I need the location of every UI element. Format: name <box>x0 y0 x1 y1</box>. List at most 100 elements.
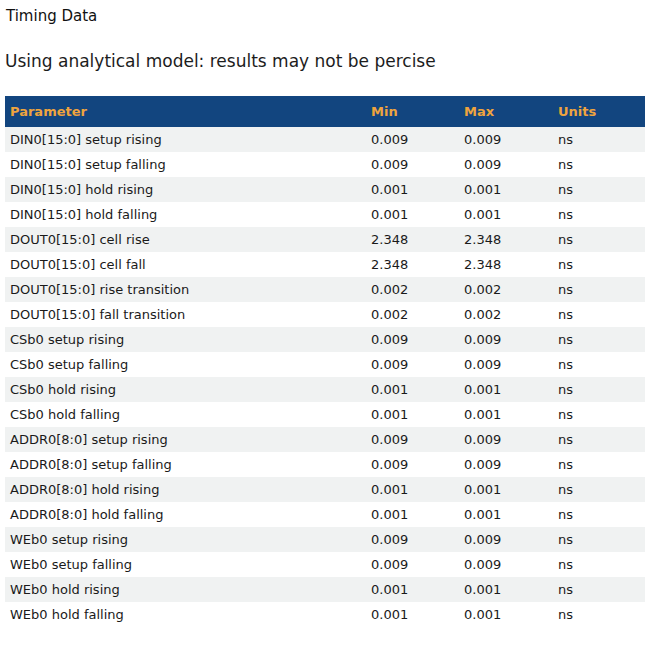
min-cell: 0.001 <box>366 402 459 427</box>
table-row: WEb0 hold falling0.0010.001ns <box>5 602 645 627</box>
units-cell: ns <box>553 252 645 277</box>
units-cell: ns <box>553 377 645 402</box>
page-title: Timing Data <box>6 8 645 24</box>
min-cell: 0.009 <box>366 127 459 152</box>
min-cell: 0.009 <box>366 352 459 377</box>
parameter-cell: ADDR0[8:0] setup falling <box>5 452 366 477</box>
table-row: ADDR0[8:0] setup rising0.0090.009ns <box>5 427 645 452</box>
min-cell: 0.009 <box>366 427 459 452</box>
max-cell: 0.009 <box>459 127 553 152</box>
min-cell: 2.348 <box>366 227 459 252</box>
units-cell: ns <box>553 577 645 602</box>
units-cell: ns <box>553 602 645 627</box>
units-cell: ns <box>553 502 645 527</box>
max-cell: 2.348 <box>459 252 553 277</box>
max-cell: 0.002 <box>459 302 553 327</box>
min-cell: 0.002 <box>366 302 459 327</box>
parameter-cell: WEb0 setup rising <box>5 527 366 552</box>
table-row: ADDR0[8:0] setup falling0.0090.009ns <box>5 452 645 477</box>
parameter-cell: WEb0 setup falling <box>5 552 366 577</box>
parameter-cell: CSb0 setup falling <box>5 352 366 377</box>
table-row: ADDR0[8:0] hold rising0.0010.001ns <box>5 477 645 502</box>
units-cell: ns <box>553 552 645 577</box>
min-cell: 0.009 <box>366 552 459 577</box>
parameter-cell: DOUT0[15:0] cell rise <box>5 227 366 252</box>
parameter-cell: CSb0 hold falling <box>5 402 366 427</box>
table-row: DOUT0[15:0] cell rise2.3482.348ns <box>5 227 645 252</box>
max-cell: 0.009 <box>459 427 553 452</box>
min-cell: 2.348 <box>366 252 459 277</box>
parameter-cell: DOUT0[15:0] cell fall <box>5 252 366 277</box>
min-cell: 0.001 <box>366 602 459 627</box>
parameter-cell: ADDR0[8:0] setup rising <box>5 427 366 452</box>
column-header-units: Units <box>553 96 645 127</box>
max-cell: 0.009 <box>459 327 553 352</box>
analytical-model-note: Using analytical model: results may not … <box>5 50 645 72</box>
units-cell: ns <box>553 127 645 152</box>
table-row: DOUT0[15:0] cell fall2.3482.348ns <box>5 252 645 277</box>
table-row: CSb0 setup falling0.0090.009ns <box>5 352 645 377</box>
max-cell: 0.001 <box>459 602 553 627</box>
units-cell: ns <box>553 477 645 502</box>
max-cell: 0.002 <box>459 277 553 302</box>
units-cell: ns <box>553 177 645 202</box>
table-row: DIN0[15:0] hold rising0.0010.001ns <box>5 177 645 202</box>
table-row: DOUT0[15:0] rise transition0.0020.002ns <box>5 277 645 302</box>
min-cell: 0.002 <box>366 277 459 302</box>
parameter-cell: ADDR0[8:0] hold falling <box>5 502 366 527</box>
max-cell: 0.001 <box>459 377 553 402</box>
min-cell: 0.009 <box>366 527 459 552</box>
min-cell: 0.001 <box>366 202 459 227</box>
column-header-max: Max <box>459 96 553 127</box>
min-cell: 0.001 <box>366 177 459 202</box>
table-row: CSb0 setup rising0.0090.009ns <box>5 327 645 352</box>
units-cell: ns <box>553 152 645 177</box>
min-cell: 0.009 <box>366 452 459 477</box>
units-cell: ns <box>553 202 645 227</box>
parameter-cell: CSb0 hold rising <box>5 377 366 402</box>
max-cell: 0.001 <box>459 502 553 527</box>
table-row: CSb0 hold rising0.0010.001ns <box>5 377 645 402</box>
parameter-cell: WEb0 hold rising <box>5 577 366 602</box>
parameter-cell: WEb0 hold falling <box>5 602 366 627</box>
max-cell: 0.001 <box>459 477 553 502</box>
parameter-cell: DOUT0[15:0] rise transition <box>5 277 366 302</box>
parameter-cell: DIN0[15:0] setup rising <box>5 127 366 152</box>
table-row: CSb0 hold falling0.0010.001ns <box>5 402 645 427</box>
table-row: DIN0[15:0] setup rising0.0090.009ns <box>5 127 645 152</box>
min-cell: 0.001 <box>366 577 459 602</box>
max-cell: 2.348 <box>459 227 553 252</box>
table-row: ADDR0[8:0] hold falling0.0010.001ns <box>5 502 645 527</box>
column-header-parameter: Parameter <box>5 96 366 127</box>
min-cell: 0.001 <box>366 377 459 402</box>
max-cell: 0.001 <box>459 202 553 227</box>
max-cell: 0.001 <box>459 577 553 602</box>
table-row: WEb0 hold rising0.0010.001ns <box>5 577 645 602</box>
parameter-cell: DIN0[15:0] hold falling <box>5 202 366 227</box>
units-cell: ns <box>553 452 645 477</box>
units-cell: ns <box>553 427 645 452</box>
table-row: WEb0 setup rising0.0090.009ns <box>5 527 645 552</box>
table-row: DOUT0[15:0] fall transition0.0020.002ns <box>5 302 645 327</box>
max-cell: 0.009 <box>459 552 553 577</box>
units-cell: ns <box>553 352 645 377</box>
table-row: DIN0[15:0] hold falling0.0010.001ns <box>5 202 645 227</box>
report-page: Timing Data Using analytical model: resu… <box>0 0 650 627</box>
max-cell: 0.009 <box>459 527 553 552</box>
table-row: DIN0[15:0] setup falling0.0090.009ns <box>5 152 645 177</box>
min-cell: 0.009 <box>366 327 459 352</box>
timing-data-table: Parameter Min Max Units DIN0[15:0] setup… <box>5 96 645 627</box>
max-cell: 0.001 <box>459 177 553 202</box>
parameter-cell: DOUT0[15:0] fall transition <box>5 302 366 327</box>
max-cell: 0.009 <box>459 452 553 477</box>
table-row: WEb0 setup falling0.0090.009ns <box>5 552 645 577</box>
table-body: DIN0[15:0] setup rising0.0090.009nsDIN0[… <box>5 127 645 627</box>
units-cell: ns <box>553 327 645 352</box>
parameter-cell: DIN0[15:0] setup falling <box>5 152 366 177</box>
max-cell: 0.009 <box>459 152 553 177</box>
max-cell: 0.009 <box>459 352 553 377</box>
min-cell: 0.001 <box>366 502 459 527</box>
units-cell: ns <box>553 527 645 552</box>
parameter-cell: DIN0[15:0] hold rising <box>5 177 366 202</box>
parameter-cell: ADDR0[8:0] hold rising <box>5 477 366 502</box>
